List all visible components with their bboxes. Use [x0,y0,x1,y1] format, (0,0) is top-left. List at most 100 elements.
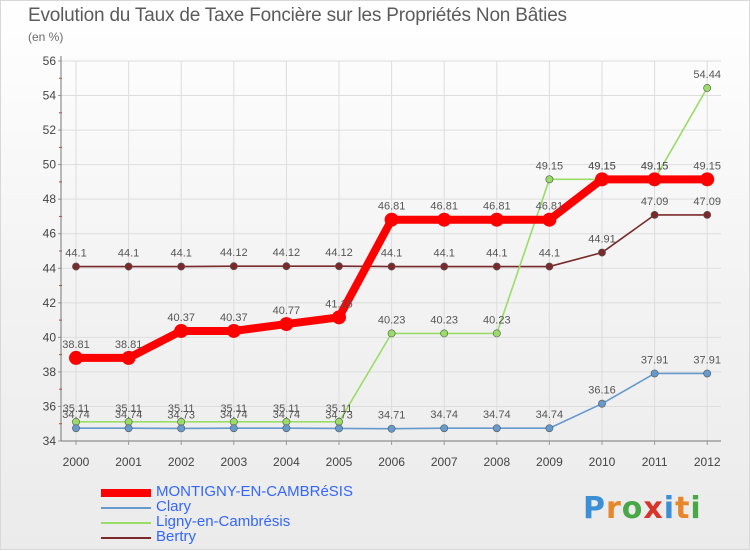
series-Clary: 34.74 34.74 34.73 34.74 34.74 34.73 34.71 34.74… [62,354,721,433]
data-label: 54.44 [693,69,721,81]
data-label: 35.11 [273,403,300,415]
data-label: 47.09 [641,196,669,208]
legend-label: Clary [156,498,192,515]
y-tick-label: 46 [43,227,57,241]
data-label: 44.12 [273,247,301,259]
data-label: 34.74 [62,409,90,421]
logo-letter: x [643,491,664,526]
data-label: 44.1 [381,248,402,260]
data-point [703,369,712,378]
data-point [703,210,712,219]
data-label: 44.91 [588,234,616,246]
logo-letter: i [663,491,676,526]
data-label: 49.15 [641,160,669,172]
data-point [440,424,449,433]
data-label: 44.1 [170,248,191,260]
data-point [492,424,501,433]
data-label: 46.81 [483,201,511,213]
data-point [492,262,501,271]
x-tick-label: 2012 [694,455,721,469]
logo-letter: o [621,491,644,526]
data-point [282,424,291,433]
y-tick-label: 34 [43,434,57,448]
y-tick-label: 54 [43,89,57,103]
data-label: 40.23 [483,314,511,326]
data-point [545,262,554,271]
data-label: 49.15 [588,160,616,172]
data-label: 44.1 [118,248,139,260]
data-point [226,323,241,338]
data-label: 34.74 [483,409,511,421]
data-point [282,262,291,271]
data-label: 37.91 [641,354,669,366]
data-label: 44.1 [433,248,454,260]
data-point [595,172,609,187]
y-tick-label: 52 [43,123,57,137]
data-point [647,172,662,187]
legend-label: MONTIGNY-EN-CAMBRéSIS [156,483,353,500]
x-tick-label: 2004 [273,455,300,469]
data-point [335,424,343,433]
data-label: 44.12 [325,247,353,259]
unit-label: (en %) [28,30,64,44]
data-label: 49.15 [536,160,564,172]
data-point [335,262,343,271]
legend-label: Ligny-en-Cambrésis [156,513,291,530]
data-point [279,317,294,332]
data-label: 38.81 [115,339,143,351]
data-label: 44.1 [486,248,507,260]
data-point [598,399,606,408]
data-label: 36.16 [588,385,616,397]
data-point [598,248,606,257]
data-point [387,424,396,433]
data-label: 34.74 [273,409,301,421]
data-label: 40.23 [430,314,458,326]
data-label: 49.15 [641,160,669,172]
data-label: 44.12 [220,247,248,259]
data-label: 34.71 [378,410,406,422]
data-point [542,212,557,227]
data-point [121,350,136,365]
data-label: 49.15 [588,160,616,172]
data-label: 46.81 [536,201,564,213]
data-label: 47.09 [693,196,721,208]
proxiti-logo: Proxiti [583,491,702,526]
x-tick-label: 2003 [220,455,247,469]
data-point [440,329,449,338]
legend-swatch [101,522,151,524]
data-point [700,172,715,187]
data-point [384,212,399,227]
logo-letter: P [583,491,606,526]
data-label: 49.15 [693,160,721,172]
y-tick-label: 42 [43,296,57,310]
x-tick-label: 2006 [378,455,405,469]
data-label: 44.1 [65,248,86,260]
x-tick-label: 2010 [589,455,616,469]
data-point [387,329,396,338]
data-label: 34.74 [115,409,143,421]
data-label: 40.23 [378,314,406,326]
y-tick-label: 36 [43,399,57,413]
y-tick-label: 48 [43,192,57,206]
data-label: 34.73 [325,409,353,421]
data-label: 40.77 [273,305,301,317]
data-label: 34.74 [220,409,248,421]
logo-letter: r [606,491,622,526]
data-label: 35.11 [326,403,353,415]
data-point [650,369,659,378]
x-tick-label: 2000 [63,455,90,469]
data-label: 37.91 [693,354,721,366]
data-point [545,175,554,184]
data-label: 38.81 [62,339,90,351]
data-point [650,210,659,219]
y-tick-label: 40 [43,330,57,344]
x-tick-label: 2009 [536,455,563,469]
data-point [440,262,449,271]
chart-title: Evolution du Taux de Taxe Foncière sur l… [28,5,567,26]
data-point [174,323,189,338]
data-label: 35.11 [63,403,90,415]
series-Bertry: 44.1 44.1 44.1 44.12 44.12 44.12 44.1 44.1 44.1 4… [65,196,721,271]
legend-swatch [101,489,151,497]
x-tick-label: 2007 [431,455,458,469]
